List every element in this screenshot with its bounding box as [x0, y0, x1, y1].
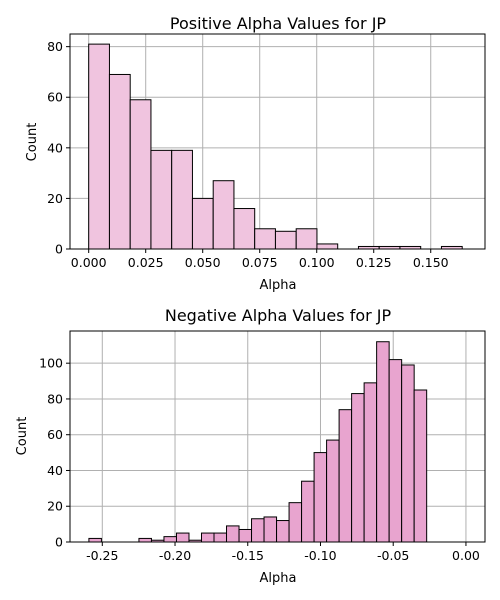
- histogram-bar: [233, 208, 256, 250]
- y-tick-label: 40: [47, 463, 63, 478]
- x-axis-label: Alpha: [260, 571, 297, 586]
- x-tick-label: 0.100: [299, 255, 335, 270]
- x-tick-label: 0.000: [71, 255, 107, 270]
- y-tick-label: 20: [47, 191, 63, 206]
- histogram-bar: [254, 228, 276, 250]
- histogram-bar: [213, 532, 228, 543]
- histogram-bar: [226, 525, 240, 543]
- histogram-bar: [138, 537, 152, 543]
- histogram-bar: [401, 364, 415, 543]
- y-tick-label: 0: [55, 535, 63, 550]
- y-tick-label: 100: [39, 356, 63, 371]
- chart-title: Negative Alpha Values for JP: [165, 306, 392, 325]
- y-tick-label: 80: [47, 39, 63, 54]
- histogram-bar: [363, 382, 378, 543]
- positive-alpha-histogram: Positive Alpha Values for JP 0.000 0.025 0…: [25, 14, 486, 293]
- histogram-bar: [175, 532, 190, 543]
- histogram-bar: [200, 532, 215, 543]
- histogram-bar: [376, 341, 390, 543]
- histogram-bar: [191, 197, 214, 250]
- histogram-bar: [108, 73, 131, 250]
- histogram-bar: [295, 228, 318, 250]
- x-tick-label: -0.25: [86, 548, 118, 563]
- histogram-bar: [316, 243, 339, 250]
- histogram-bar: [251, 518, 265, 543]
- x-tick-label: -0.10: [304, 548, 336, 563]
- histogram-bar: [274, 230, 297, 250]
- histogram-bar: [313, 452, 328, 543]
- y-tick-label: 40: [47, 140, 63, 155]
- histogram-bar: [150, 149, 173, 250]
- plot-frame: [69, 330, 486, 543]
- x-tick-label: -0.20: [159, 548, 191, 563]
- x-tick-label: -0.05: [377, 548, 409, 563]
- histogram-bar: [288, 502, 303, 543]
- histogram-bar: [88, 537, 102, 543]
- y-tick-label: 60: [47, 427, 63, 442]
- x-tick-label: 0.050: [185, 255, 221, 270]
- histogram-bar: [88, 43, 110, 250]
- chart-title: Positive Alpha Values for JP: [170, 14, 387, 33]
- plot-frame: [69, 33, 486, 250]
- y-axis-label: Count: [25, 123, 40, 162]
- x-axis-label: Alpha: [260, 278, 297, 293]
- histogram-bar: [163, 536, 177, 543]
- histogram-bar: [212, 180, 235, 250]
- histogram-bar: [276, 520, 290, 543]
- histogram-bar: [388, 359, 403, 543]
- x-tick-label: 0.125: [356, 255, 392, 270]
- histogram-bar: [413, 389, 428, 543]
- x-tick-label: 0.025: [128, 255, 164, 270]
- negative-alpha-histogram: Negative Alpha Values for JP -0.25 -0.20 -…: [15, 306, 486, 586]
- histogram-bar: [238, 528, 253, 543]
- histogram-bar: [351, 393, 365, 543]
- x-tick-label: 0.075: [242, 255, 278, 270]
- histogram-bar: [263, 516, 278, 543]
- y-tick-label: 20: [47, 499, 63, 514]
- x-tick-label: 0.00: [452, 548, 480, 563]
- y-axis-label: Count: [15, 417, 30, 456]
- y-tick-label: 0: [55, 242, 63, 257]
- histogram-bar: [301, 480, 315, 543]
- histogram-bar: [129, 99, 152, 250]
- histogram-bar: [326, 439, 340, 543]
- histogram-bar: [338, 409, 353, 543]
- y-tick-label: 60: [47, 90, 63, 105]
- y-tick-label: 80: [47, 391, 63, 406]
- x-tick-label: 0.150: [413, 255, 449, 270]
- x-tick-label: -0.15: [232, 548, 264, 563]
- histogram-bar: [171, 149, 193, 250]
